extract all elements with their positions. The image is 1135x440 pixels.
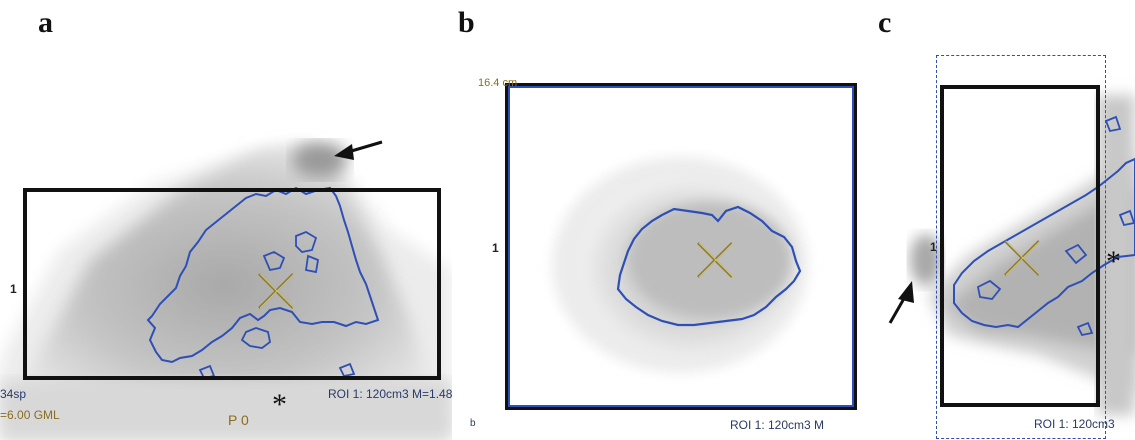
- panel-a-arrow-icon: [334, 142, 382, 160]
- panel-b-scale: 16.4 cm: [478, 77, 517, 89]
- panel-a-marker: 1: [10, 282, 17, 296]
- panel-b-corner-mark: b: [470, 418, 476, 429]
- panel-a: 1 34sp =6.00 GML P 0 ROI 1: 120cm3 M=1.4…: [0, 60, 452, 440]
- panel-b-roi-label: ROI 1: 120cm3 M: [730, 418, 824, 432]
- panel-a-position-label: P 0: [228, 412, 249, 428]
- panel-b-fov-outline: [508, 86, 854, 407]
- panel-c-roi-box: [940, 85, 1100, 407]
- panel-c-marker: 1: [930, 240, 937, 254]
- panel-c-roi-label: ROI 1: 120cm3: [1034, 417, 1115, 431]
- panel-a-roi-box: [23, 188, 441, 380]
- panel-a-scan-info-1: 34sp: [0, 387, 26, 401]
- panel-b-marker: 1: [492, 241, 499, 255]
- panel-c: 1 ROI 1: 120cm3 *: [888, 55, 1135, 440]
- panel-c-letter: c: [878, 6, 891, 40]
- panel-c-asterisk: *: [1106, 245, 1121, 279]
- panel-b-letter: b: [458, 6, 475, 40]
- panel-c-arrow-icon: [890, 281, 914, 323]
- panel-b: 16.4 cm 1 ROI 1: 120cm3 M b: [470, 75, 880, 440]
- panel-a-asterisk: *: [272, 388, 287, 422]
- panel-a-letter: a: [38, 6, 53, 40]
- panel-a-roi-label: ROI 1: 120cm3 M=1.48: [328, 387, 452, 401]
- panel-a-scan-info-2: =6.00 GML: [0, 408, 60, 422]
